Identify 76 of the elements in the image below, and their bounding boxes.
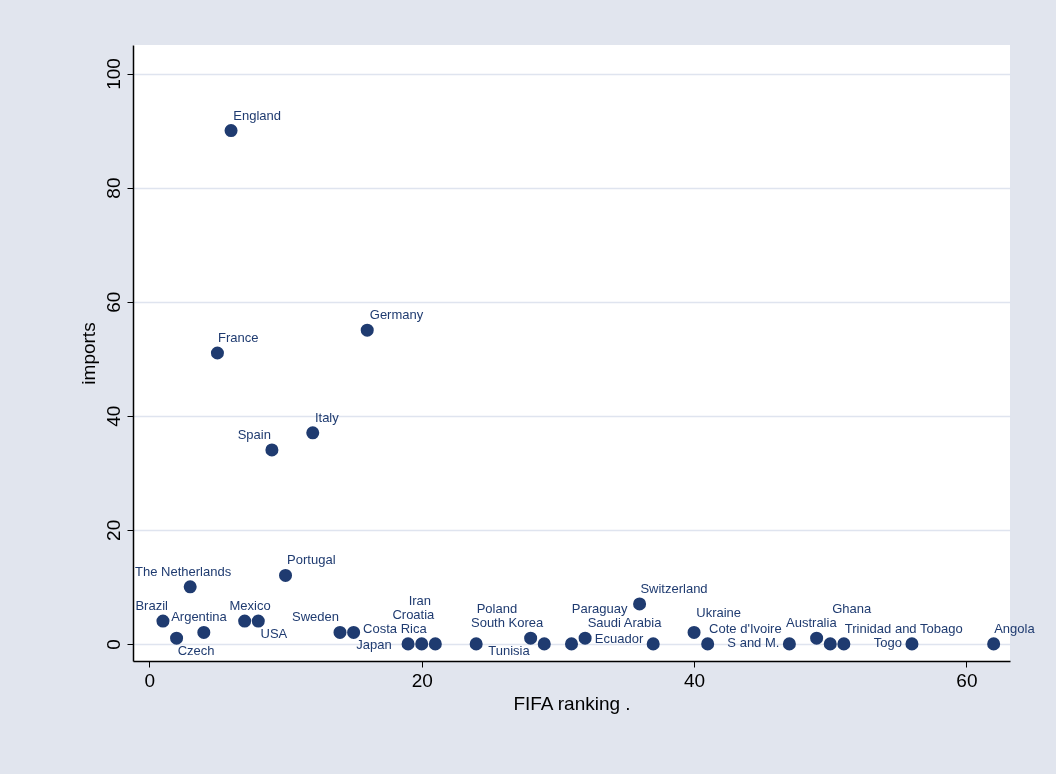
y-tick-label: 60 [102,291,124,313]
point [564,637,579,651]
point [823,637,837,651]
point [360,323,374,337]
annotation: S and M. [727,634,780,650]
point [347,625,361,639]
x-tick-label: 40 [683,669,706,691]
annotation: Portugal [287,552,336,568]
annotation: Ukraine [696,605,742,621]
annotation: Poland [476,600,518,616]
x-tick-label: 0 [144,669,156,691]
annotation: Croatia [392,606,436,622]
point [170,631,184,645]
annotation: Germany [369,307,424,323]
x-tick-label: 60 [956,669,978,691]
annotation: Tunisia [488,643,531,659]
point [701,637,715,651]
annotation: Trinidad and Tobago [844,620,963,636]
annotation: Ecuador [594,630,644,646]
annotation: Ghana [832,600,873,616]
point [183,580,197,594]
annotation: Australia [786,615,838,631]
point [265,443,279,457]
point [905,637,919,651]
y-tick-label: 80 [102,177,124,199]
annotation: Cote d'Ivoire [709,620,782,636]
annotation: Sweden [292,609,339,625]
point [782,637,796,651]
annotation: Argentina [171,609,228,625]
point [524,631,538,645]
point [469,637,483,651]
annotation: England [233,107,282,123]
point [156,614,170,628]
annotation: Italy [314,409,340,425]
annotation: France [217,330,259,345]
annotation: Czech [177,643,215,659]
point [238,614,252,628]
annotation: Paraguay [571,600,628,616]
point [633,597,647,611]
annotation: Switzerland [640,580,708,596]
point [210,346,224,360]
annotation: Iran [408,592,432,608]
point [687,625,701,639]
annotation: The Netherlands [135,563,232,579]
point [646,637,660,651]
point [197,625,211,639]
point [428,637,442,651]
annotation: South Korea [470,614,545,630]
point [837,637,851,651]
y-tick-label: 40 [102,405,124,427]
annotation: Brazil [135,598,169,614]
y-tick-label: 20 [102,519,124,541]
point [578,631,592,645]
annotation: Saudi Arabia [587,615,663,631]
annotation: Angola [994,620,1036,636]
point [415,637,429,651]
y-tick-label: 100 [102,58,124,90]
annotation: Costa Rica [363,620,428,636]
point [251,614,265,628]
point [333,625,347,639]
x-axis-title: FIFA ranking . [513,692,631,714]
annotation: Mexico [229,598,271,614]
annotation: Spain [237,426,271,442]
point [306,426,320,440]
annotation: Japan [356,637,392,653]
point [401,637,415,651]
point [279,568,293,582]
x-tick-label: 20 [411,669,433,691]
point [224,124,238,138]
point [537,637,551,651]
annotation: USA [260,626,288,642]
point [810,631,824,645]
annotation: Togo [873,634,902,650]
y-tick-label: 0 [102,639,124,650]
point [987,637,1001,651]
y-axis-title: imports [77,322,99,385]
